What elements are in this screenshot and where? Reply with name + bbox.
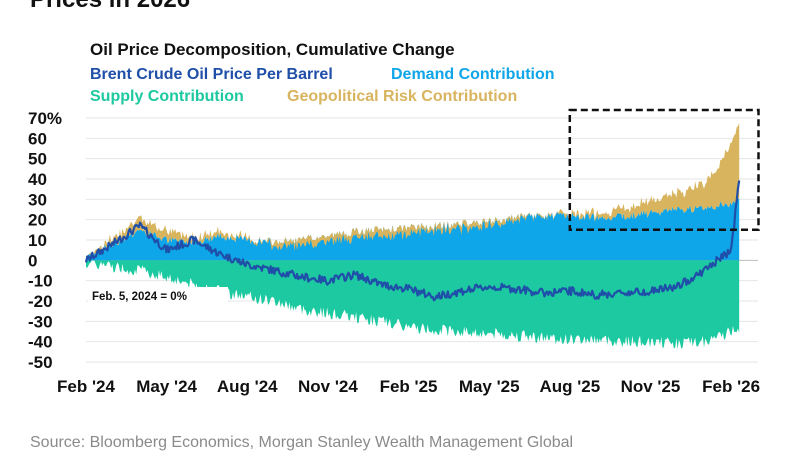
legend-geopolitical: Geopolitical Risk Contribution [287,88,517,105]
y-tick-label: 70% [28,109,62,128]
x-tick-label: May '24 [136,377,197,396]
chart-title: Oil Price Decomposition, Cumulative Chan… [90,40,455,59]
y-tick-label: 60 [28,129,47,148]
x-tick-label: Aug '24 [217,377,278,396]
y-tick-label: -20 [28,292,53,311]
x-tick-label: Feb '24 [57,377,115,396]
legend-demand: Demand Contribution [391,66,555,83]
y-tick-label: -40 [28,333,53,352]
x-tick-label: Nov '25 [621,377,681,396]
page-heading: Prices in 2026 [30,0,190,14]
x-tick-label: May '25 [459,377,520,396]
x-tick-label: Feb '25 [380,377,438,396]
y-tick-label: 20 [28,211,47,230]
source-note: Source: Bloomberg Economics, Morgan Stan… [30,434,574,451]
legend-brent: Brent Crude Oil Price Per Barrel [90,66,333,83]
y-tick-label: 30 [28,190,47,209]
highlight-box [568,108,760,232]
y-tick-label: -50 [28,353,53,372]
y-tick-label: 0 [28,251,37,270]
x-tick-label: Feb '26 [702,377,760,396]
x-tick-label: Aug '25 [539,377,600,396]
line-brent [84,180,741,302]
area-supply [86,257,740,350]
y-tick-label: 10 [28,231,47,250]
y-tick-label: -10 [28,272,53,291]
x-tick-label: Nov '24 [298,377,358,396]
y-tick-label: -30 [28,312,53,331]
y-tick-label: 50 [28,150,47,169]
y-tick-label: 40 [28,170,47,189]
annotation-bg [88,287,228,305]
area-series [86,123,740,350]
legend-supply: Supply Contribution [90,88,244,105]
line-series [84,180,741,302]
base-date-annotation: Feb. 5, 2024 = 0% [92,291,187,303]
area-geopolitical [86,123,740,258]
